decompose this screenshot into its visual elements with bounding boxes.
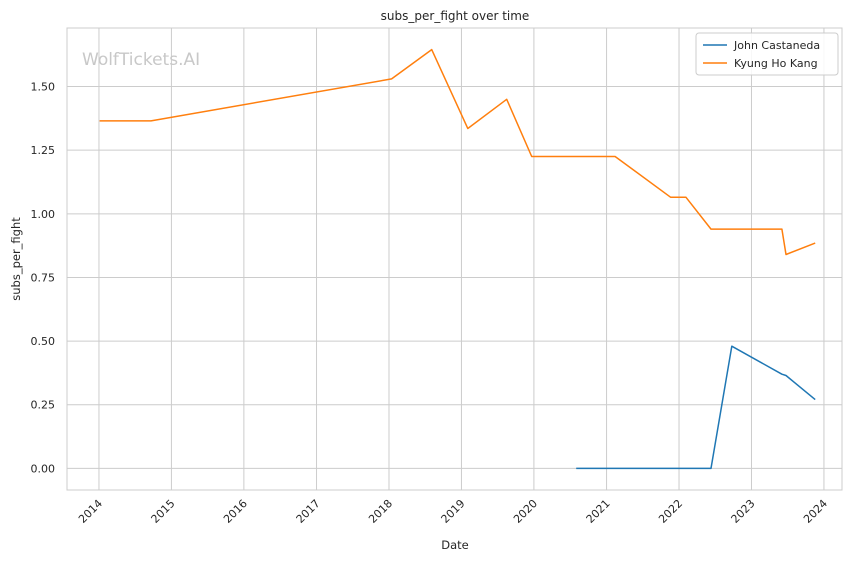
x-tick-label: 2020 [511, 497, 540, 526]
x-tick-label: 2015 [149, 497, 178, 526]
x-tick-label: 2018 [366, 497, 395, 526]
y-tick-label: 0.25 [31, 399, 56, 412]
legend-box [695, 32, 839, 76]
series-layer [99, 48, 816, 470]
y-tick-label: 1.50 [31, 81, 56, 94]
x-axis-ticks: 2014 2015 2016 2017 2018 2019 2020 2021 2022 2023… [76, 497, 830, 526]
y-tick-label: 0.00 [31, 462, 56, 475]
y-tick-label: 1.25 [31, 144, 56, 157]
y-axis-title: subs_per_fight [9, 217, 23, 301]
x-tick-label: 2021 [584, 497, 613, 526]
x-tick-label: 2023 [729, 497, 758, 526]
series-line-kyung-ho-kang [99, 48, 816, 256]
legend-label: Kyung Ho Kang [734, 57, 818, 70]
x-axis-title: Date [441, 538, 469, 552]
legend-label: John Castaneda [733, 39, 820, 52]
x-tick-label: 2019 [439, 497, 468, 526]
y-tick-label: 1.00 [31, 208, 56, 221]
x-tick-label: 2016 [221, 497, 250, 526]
grid [67, 28, 842, 490]
legend: John Castaneda Kyung Ho Kang [695, 32, 839, 76]
watermark: WolfTickets.AI [82, 50, 200, 70]
x-tick-label: 2022 [656, 497, 685, 526]
x-tick-label: 2014 [76, 497, 105, 526]
y-axis-ticks: 0.00 0.25 0.50 0.75 1.00 1.25 1.50 [31, 81, 56, 476]
y-tick-label: 0.75 [31, 271, 56, 284]
series-line-john-castaneda [576, 345, 816, 470]
plot-area [66, 27, 843, 491]
x-tick-label: 2024 [801, 497, 830, 526]
chart-title: subs_per_fight over time [381, 9, 530, 23]
y-tick-label: 0.50 [31, 335, 56, 348]
x-tick-label: 2017 [294, 497, 323, 526]
